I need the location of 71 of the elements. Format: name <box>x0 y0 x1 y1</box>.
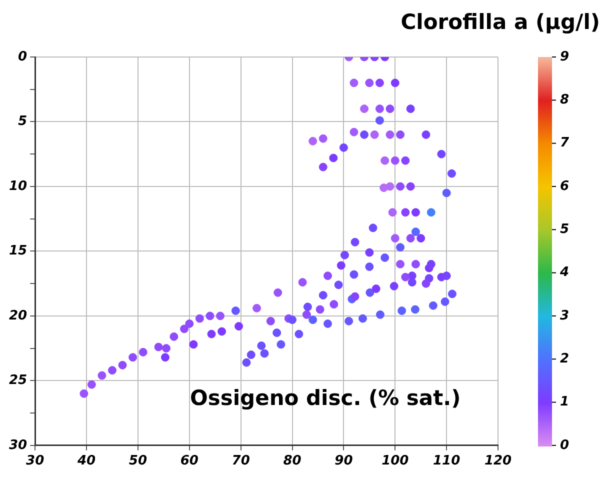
point <box>386 182 394 191</box>
x-tick-label: 110 <box>432 454 460 469</box>
point <box>170 332 178 341</box>
point <box>350 128 358 136</box>
point <box>365 248 374 257</box>
y-tick-label: 30 <box>8 438 28 453</box>
point <box>375 104 384 114</box>
point <box>372 284 380 293</box>
color-bar-label: 1 <box>560 394 570 410</box>
point <box>128 353 138 362</box>
x-tick-label: 60 <box>180 454 198 469</box>
point <box>206 312 214 320</box>
point <box>390 156 400 165</box>
point <box>411 228 420 236</box>
x-tick-label: 40 <box>76 454 96 469</box>
y-tick-label: 10 <box>8 178 28 194</box>
color-bar-label: 9 <box>560 49 570 64</box>
point <box>160 353 170 362</box>
x-tick-label: 90 <box>334 454 353 469</box>
point <box>406 104 415 114</box>
point <box>138 348 148 356</box>
x-tick-label: 120 <box>484 454 512 469</box>
y-tick-label: 5 <box>18 114 28 130</box>
point <box>189 340 198 349</box>
point <box>108 366 116 375</box>
color-bar-label: 8 <box>560 92 570 108</box>
color-bar-label: 6 <box>560 178 570 194</box>
x-axis-title: Ossigeno disc. (% sat.) <box>190 386 461 410</box>
point <box>388 208 397 217</box>
color-bar-label: 4 <box>559 265 570 280</box>
y-tick-label: 20 <box>8 308 28 324</box>
color-bar-label: 0 <box>560 438 570 453</box>
x-tick-label: 100 <box>382 454 409 469</box>
point <box>437 272 446 282</box>
point <box>375 78 384 88</box>
color-bar-label: 2 <box>560 351 570 366</box>
point <box>207 330 216 338</box>
point <box>370 130 379 139</box>
point <box>154 342 163 352</box>
point <box>426 208 436 217</box>
y-tick-label: 25 <box>8 373 28 388</box>
x-tick-label: 80 <box>283 454 302 469</box>
point <box>390 282 398 290</box>
point <box>401 156 410 165</box>
point <box>180 324 188 334</box>
color-bar-label: 7 <box>560 136 570 151</box>
color-bar-label: 3 <box>560 308 570 324</box>
point <box>365 78 374 88</box>
point <box>234 322 244 331</box>
point <box>308 316 318 324</box>
point <box>162 344 170 353</box>
point <box>195 314 204 323</box>
point <box>218 327 226 336</box>
y-tick-label: 0 <box>18 49 28 64</box>
point <box>406 182 415 191</box>
point <box>422 130 430 139</box>
point <box>428 301 438 310</box>
color-bar-label: 5 <box>560 222 570 237</box>
point <box>324 272 332 280</box>
point <box>185 319 194 328</box>
point <box>376 310 384 319</box>
point <box>426 260 436 268</box>
x-tick-label: 70 <box>232 454 250 469</box>
point <box>318 134 328 143</box>
color-bar-title: Clorofilla a (µg/l) <box>400 10 600 34</box>
point <box>380 156 390 165</box>
point <box>358 314 367 323</box>
point <box>360 104 369 114</box>
x-tick-label: 50 <box>128 454 148 469</box>
y-tick-label: 15 <box>8 244 28 259</box>
point <box>118 360 127 370</box>
